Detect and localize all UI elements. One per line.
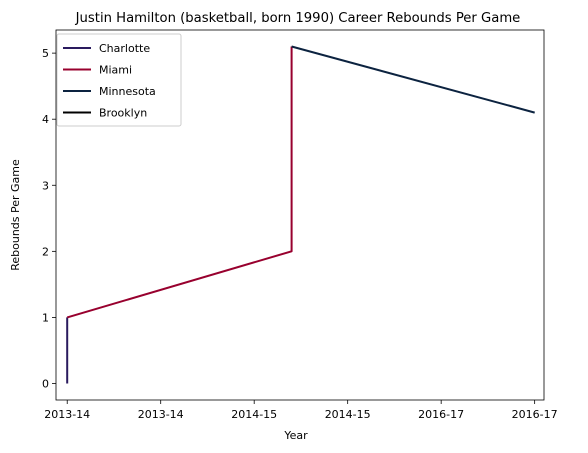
x-tick-label: 2016-17 <box>512 408 558 421</box>
y-tick-label: 2 <box>42 245 49 258</box>
series-line-minnesota <box>291 45 535 114</box>
x-axis-label: Year <box>283 429 308 442</box>
y-tick-label: 4 <box>42 113 49 126</box>
x-tick-label: 2016-17 <box>418 408 464 421</box>
legend: Charlotte Miami Minnesota Brooklyn <box>56 33 182 127</box>
x-tick-label: 2013-14 <box>138 408 184 421</box>
series-line-miami <box>66 46 293 319</box>
chart-title: Justin Hamilton (basketball, born 1990) … <box>75 11 521 26</box>
legend-box <box>56 33 182 127</box>
y-axis-label: Rebounds Per Game <box>9 159 22 271</box>
legend-label-charlotte: Charlotte <box>99 42 150 55</box>
y-tick-label: 5 <box>42 47 49 60</box>
y-tick-label: 3 <box>42 179 49 192</box>
legend-label-minnesota: Minnesota <box>99 85 156 98</box>
x-tick-label: 2014-15 <box>231 408 277 421</box>
series-lines <box>66 45 535 384</box>
y-tick-label: 1 <box>42 311 49 324</box>
y-axis-ticks: 0 1 2 3 4 5 <box>42 47 56 390</box>
legend-label-miami: Miami <box>99 64 132 77</box>
y-tick-label: 0 <box>42 377 49 390</box>
x-tick-label: 2014-15 <box>325 408 371 421</box>
legend-entries: Charlotte Miami Minnesota Brooklyn <box>63 42 156 120</box>
x-axis-ticks: 2013-14 2013-14 2014-15 2014-15 2016-17 2016-… <box>44 400 558 421</box>
x-tick-label: 2013-14 <box>44 408 90 421</box>
legend-label-brooklyn: Brooklyn <box>99 107 147 120</box>
